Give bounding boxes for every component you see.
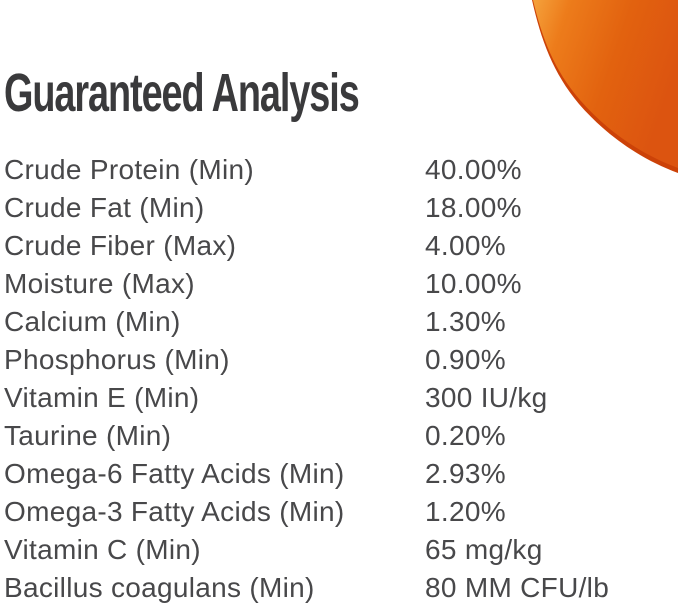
nutrient-value: 80 MM CFU/lb: [425, 572, 610, 603]
nutrient-value: 0.90%: [425, 344, 506, 375]
nutrient-value: 10.00%: [425, 268, 522, 299]
nutrient-label: Vitamin E (Min): [4, 382, 200, 413]
nutrient-label: Omega-3 Fatty Acids (Min): [4, 496, 345, 527]
nutrient-label: Crude Fiber (Max): [4, 230, 237, 261]
table-row: Phosphorus (Min) 0.90%: [4, 341, 674, 379]
nutrient-label: Omega-6 Fatty Acids (Min): [4, 458, 345, 489]
table-row: Omega-6 Fatty Acids (Min) 2.93%: [4, 455, 674, 493]
wave-body: [533, 0, 678, 168]
nutrient-label: Calcium (Min): [4, 306, 181, 337]
nutrient-value: 40.00%: [425, 154, 522, 185]
nutrient-value: 65 mg/kg: [425, 534, 543, 565]
nutrient-value: 2.93%: [425, 458, 506, 489]
nutrient-label: Crude Protein (Min): [4, 154, 255, 185]
nutrient-value: 18.00%: [425, 192, 522, 223]
nutrient-label: Moisture (Max): [4, 268, 195, 299]
table-row: Omega-3 Fatty Acids (Min) 1.20%: [4, 493, 674, 531]
guaranteed-analysis-table: Crude Protein (Min) 40.00% Crude Fat (Mi…: [4, 151, 674, 604]
nutrient-value: 300 IU/kg: [425, 382, 548, 413]
table-row: Moisture (Max) 10.00%: [4, 265, 674, 303]
nutrient-label: Crude Fat (Min): [4, 192, 205, 223]
table-row: Calcium (Min) 1.30%: [4, 303, 674, 341]
nutrient-value: 1.30%: [425, 306, 506, 337]
table-row: Vitamin E (Min) 300 IU/kg: [4, 379, 674, 417]
nutrient-label: Taurine (Min): [4, 420, 172, 451]
nutrient-value: 0.20%: [425, 420, 506, 451]
table-row: Bacillus coagulans (Min) 80 MM CFU/lb: [4, 569, 674, 604]
table-row: Crude Fiber (Max) 4.00%: [4, 227, 674, 265]
nutrient-label: Bacillus coagulans (Min): [4, 572, 315, 603]
nutrient-value: 1.20%: [425, 496, 506, 527]
table-row: Crude Protein (Min) 40.00%: [4, 151, 674, 189]
table-row: Crude Fat (Min) 18.00%: [4, 189, 674, 227]
table-row: Taurine (Min) 0.20%: [4, 417, 674, 455]
page-title: Guaranteed Analysis: [4, 63, 360, 123]
orange-wave-decoration: [532, 0, 678, 173]
nutrient-label: Phosphorus (Min): [4, 344, 230, 375]
nutrient-label: Vitamin C (Min): [4, 534, 201, 565]
table-row: Vitamin C (Min) 65 mg/kg: [4, 531, 674, 569]
nutrient-value: 4.00%: [425, 230, 506, 261]
